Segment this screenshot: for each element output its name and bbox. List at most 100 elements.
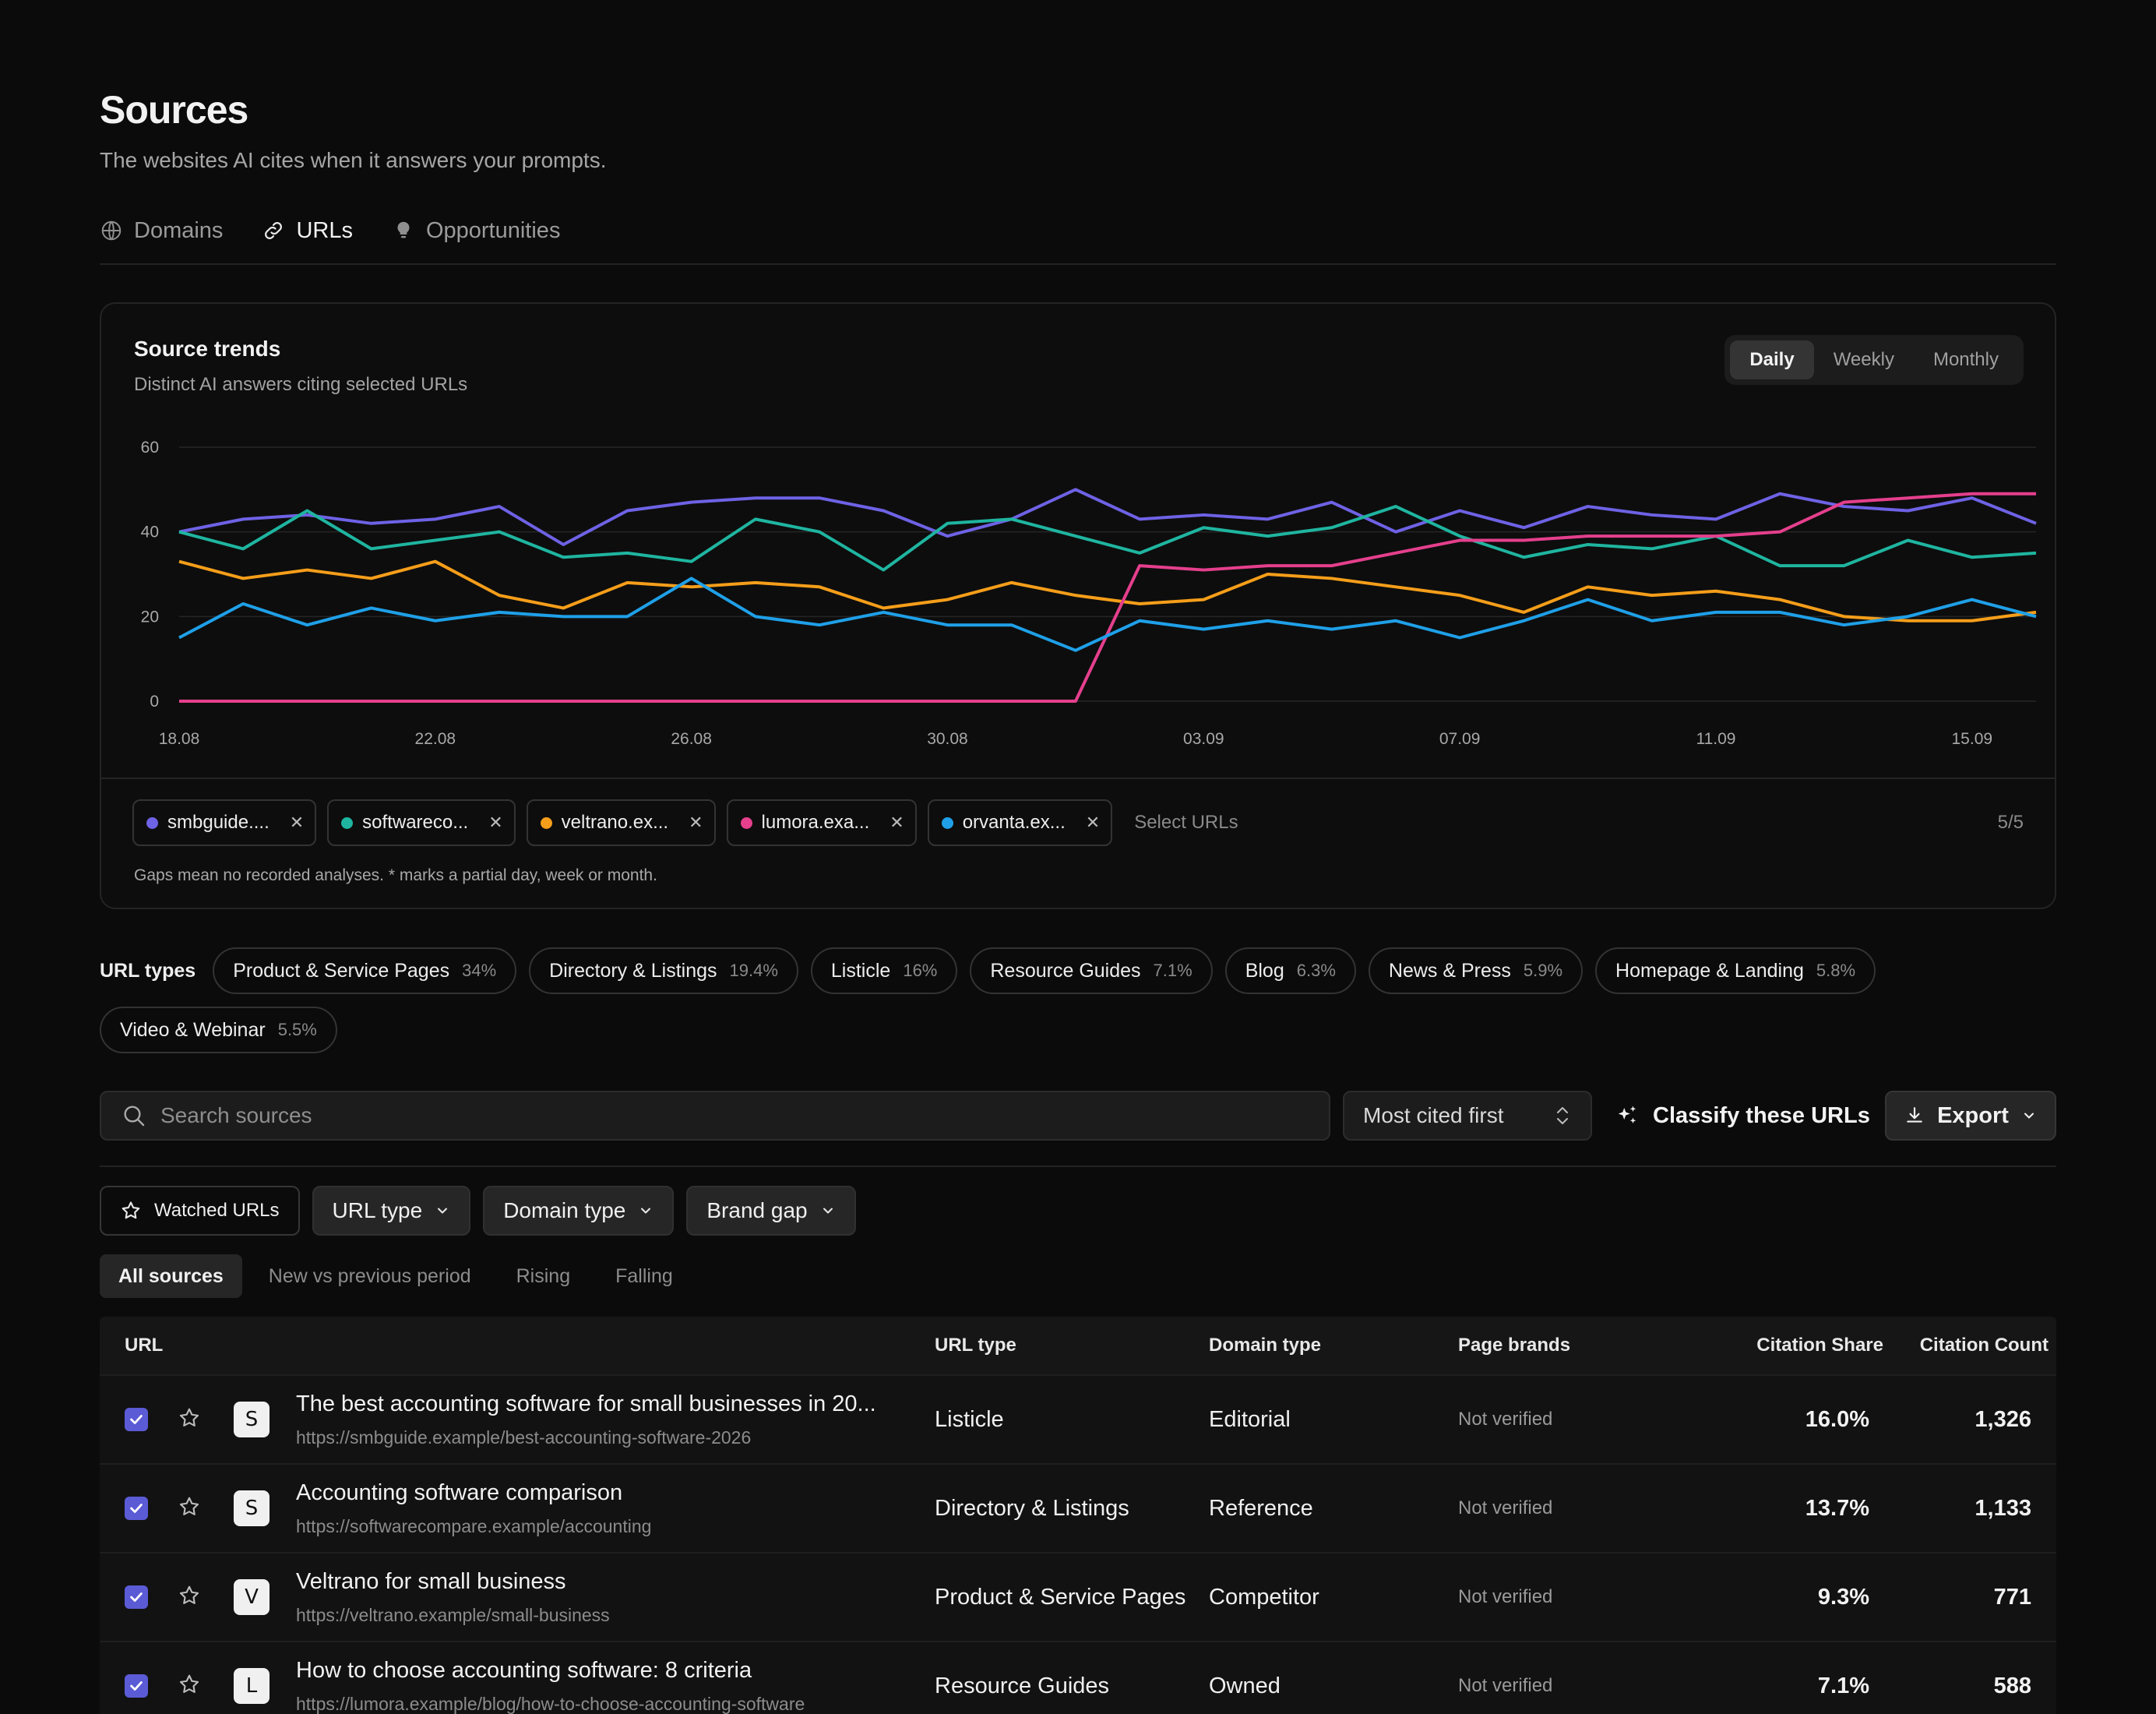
- close-icon[interactable]: ✕: [488, 813, 503, 832]
- check-icon: [130, 1681, 143, 1691]
- watch-star-icon[interactable]: [178, 1406, 201, 1434]
- close-icon[interactable]: ✕: [1085, 813, 1101, 832]
- row-checkbox[interactable]: [125, 1408, 148, 1431]
- table-row[interactable]: V Veltrano for small business https://velt…: [100, 1552, 2056, 1641]
- period-monthly-button[interactable]: Monthly: [1932, 349, 1999, 370]
- brand-gap-filter-button[interactable]: Brand gap: [686, 1186, 856, 1236]
- tab-urls[interactable]: URLs: [262, 212, 353, 249]
- url-address[interactable]: https://lumora.example/blog/how-to-choos…: [296, 1694, 805, 1714]
- export-button[interactable]: Export: [1885, 1091, 2056, 1141]
- source-trends-chart: 0 20 40 60 18.08 22.08 26.08 30.08 03.09 07.09 11.…: [141, 439, 2037, 748]
- x-tick-label: 11.09: [1696, 730, 1735, 748]
- url-type-pill[interactable]: Listicle 16%: [810, 947, 958, 994]
- period-daily-button[interactable]: Daily: [1730, 340, 1814, 379]
- series-dot-icon: [540, 816, 552, 829]
- cell-citation-count: 771: [1993, 1584, 2031, 1610]
- star-icon: [122, 1201, 140, 1219]
- url-title[interactable]: Veltrano for small business: [296, 1569, 566, 1594]
- url-type-pill[interactable]: News & Press 5.9%: [1368, 947, 1584, 994]
- header-citation-share[interactable]: Citation Share: [1756, 1335, 1883, 1356]
- sources-table: URL URL type Domain type Page brands Cit…: [100, 1317, 2056, 1714]
- watched-urls-label: Watched URLs: [154, 1200, 280, 1221]
- table-row[interactable]: L How to choose accounting software: 8 cr…: [100, 1641, 2056, 1714]
- url-type-name: Homepage & Landing: [1615, 959, 1804, 982]
- url-title[interactable]: The best accounting software for small b…: [296, 1391, 876, 1416]
- series-dot-icon: [341, 816, 354, 829]
- close-icon[interactable]: ✕: [689, 813, 703, 832]
- y-tick-label: 20: [141, 608, 159, 626]
- url-type-name: Blog: [1245, 959, 1284, 982]
- table-row[interactable]: S The best accounting software for small …: [100, 1374, 2056, 1463]
- subtab-new-vs-previous[interactable]: New vs previous period: [268, 1264, 471, 1287]
- lightbulb-icon: [397, 221, 410, 238]
- source-trends-card: Source trends Distinct AI answers citing…: [100, 302, 2056, 909]
- subtab-rising[interactable]: Rising: [516, 1264, 571, 1287]
- watch-star-icon[interactable]: [178, 1495, 201, 1522]
- cell-page-brands: Not verified: [1458, 1497, 1553, 1518]
- row-checkbox[interactable]: [125, 1674, 148, 1698]
- header-url[interactable]: URL: [125, 1335, 164, 1356]
- tab-urls-label: URLs: [296, 217, 353, 243]
- url-type-pill[interactable]: Blog 6.3%: [1224, 947, 1356, 994]
- subtab-falling[interactable]: Falling: [615, 1264, 673, 1287]
- header-page-brands[interactable]: Page brands: [1458, 1335, 1571, 1356]
- card-subtitle: Distinct AI answers citing selected URLs: [134, 374, 468, 395]
- domain-type-filter-button[interactable]: Domain type: [483, 1186, 675, 1236]
- period-weekly-button[interactable]: Weekly: [1833, 349, 1894, 370]
- classify-urls-button[interactable]: Classify these URLs: [1615, 1091, 1870, 1141]
- export-label: Export: [1937, 1102, 2009, 1128]
- watch-star-icon[interactable]: [178, 1584, 201, 1611]
- search-input[interactable]: Search sources: [100, 1091, 1330, 1141]
- url-chip[interactable]: lumora.exa... ✕: [726, 799, 917, 846]
- series-line[interactable]: [178, 577, 2037, 652]
- close-icon[interactable]: ✕: [289, 813, 305, 832]
- url-address[interactable]: https://smbguide.example/best-accounting…: [296, 1427, 752, 1448]
- series-line[interactable]: [178, 559, 2037, 622]
- cell-url-type: Product & Service Pages: [935, 1584, 1186, 1610]
- header-domain-type[interactable]: Domain type: [1209, 1335, 1322, 1356]
- row-checkbox[interactable]: [125, 1497, 148, 1520]
- filter-bar: Watched URLs URL type Domain type Brand …: [100, 1186, 856, 1236]
- tab-opportunities[interactable]: Opportunities: [392, 212, 561, 249]
- sort-select[interactable]: Most cited first: [1343, 1091, 1592, 1141]
- subtab-all-sources[interactable]: All sources: [100, 1254, 242, 1298]
- close-icon[interactable]: ✕: [890, 813, 904, 832]
- watch-star-icon[interactable]: [178, 1673, 201, 1700]
- url-title[interactable]: How to choose accounting software: 8 cri…: [296, 1658, 752, 1683]
- url-chip[interactable]: softwareco... ✕: [327, 799, 516, 846]
- series-line[interactable]: [179, 492, 2036, 703]
- url-type-pct: 5.8%: [1816, 961, 1856, 980]
- favicon: V: [234, 1579, 270, 1615]
- url-title[interactable]: Accounting software comparison: [296, 1480, 623, 1505]
- search-icon: [124, 1106, 145, 1127]
- chevron-up-down-icon: [1557, 1107, 1568, 1124]
- tab-opportunities-label: Opportunities: [425, 217, 561, 243]
- url-address[interactable]: https://veltrano.example/small-business: [296, 1605, 610, 1625]
- classify-label: Classify these URLs: [1653, 1102, 1870, 1128]
- url-type-pill[interactable]: Homepage & Landing 5.8%: [1595, 947, 1876, 994]
- source-tabs: Domains URLs Opportunities: [100, 212, 560, 262]
- table-row[interactable]: S Accounting software comparison https://s…: [100, 1463, 2056, 1552]
- series-line[interactable]: [178, 488, 2037, 546]
- tab-domains[interactable]: Domains: [100, 212, 223, 249]
- header-url-type[interactable]: URL type: [935, 1335, 1016, 1356]
- url-type-pill[interactable]: Directory & Listings 19.4%: [529, 947, 798, 994]
- card-title: Source trends: [134, 337, 281, 361]
- select-urls-input[interactable]: Select URLs: [1134, 812, 1238, 833]
- watched-urls-button[interactable]: Watched URLs: [100, 1186, 300, 1236]
- header-citation-count[interactable]: Citation Count: [1919, 1335, 2049, 1356]
- row-checkbox[interactable]: [125, 1585, 148, 1609]
- url-address[interactable]: https://softwarecompare.example/accounti…: [296, 1516, 652, 1536]
- url-chip[interactable]: orvanta.ex... ✕: [927, 799, 1113, 846]
- url-type-pill[interactable]: Resource Guides 7.1%: [970, 947, 1213, 994]
- url-chip[interactable]: smbguide.... ✕: [132, 799, 317, 846]
- url-type-filter-button[interactable]: URL type: [312, 1186, 471, 1236]
- url-type-pill[interactable]: Video & Webinar 5.5%: [100, 1007, 337, 1053]
- cell-citation-count: 588: [1993, 1673, 2031, 1698]
- cell-citation-share: 16.0%: [1805, 1406, 1869, 1432]
- url-type-pct: 5.5%: [277, 1020, 317, 1039]
- url-type-pill[interactable]: Product & Service Pages 34%: [213, 947, 517, 994]
- series-line[interactable]: [178, 505, 2037, 572]
- url-chip[interactable]: veltrano.ex... ✕: [526, 799, 716, 846]
- x-tick-label: 22.08: [415, 730, 456, 748]
